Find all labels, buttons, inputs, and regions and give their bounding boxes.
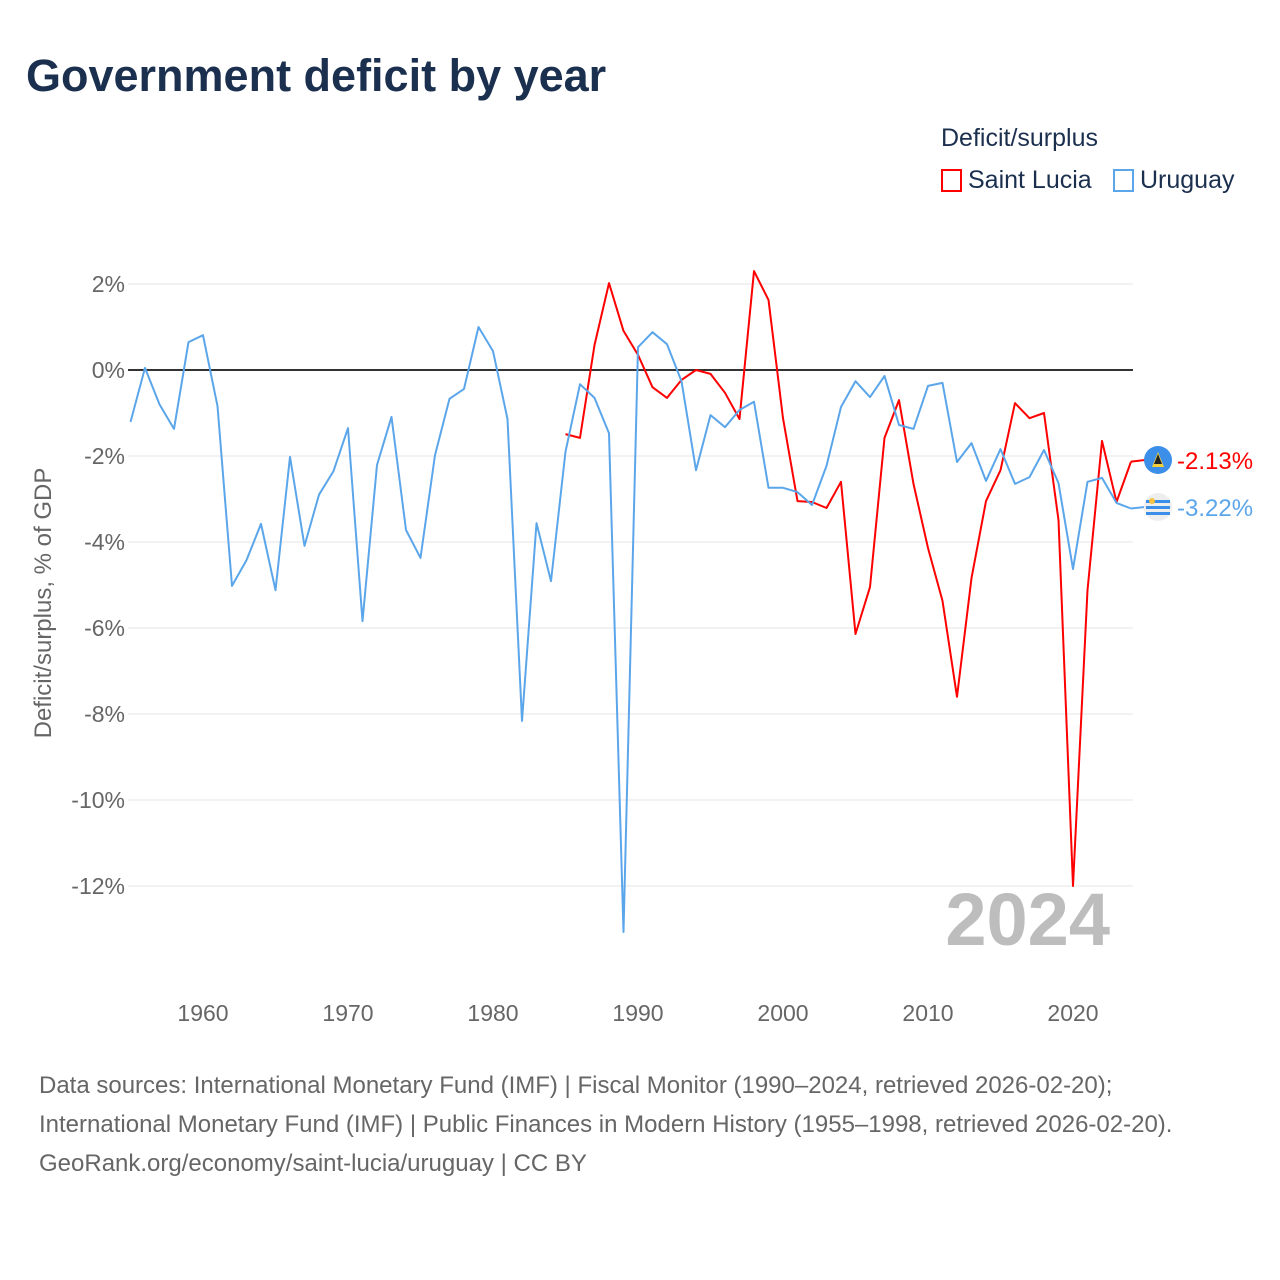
- footer: Data sources: International Monetary Fun…: [39, 1066, 1239, 1183]
- x-tick-label: 2010: [902, 1000, 953, 1026]
- y-tick-label: -4%: [84, 529, 125, 555]
- y-axis-title: Deficit/surplus, % of GDP: [30, 468, 57, 739]
- end-connector: [1130, 506, 1146, 510]
- flag-stripe: [1146, 506, 1170, 509]
- x-tick-label: 2020: [1047, 1000, 1098, 1026]
- flag-sun: [1149, 498, 1155, 504]
- plot-area: 2024 2% 0% -2% -4% -6% -8% -10% -12% 1960 1970 198…: [30, 270, 1253, 1026]
- x-tick-label: 1960: [177, 1000, 228, 1026]
- series-line-saint-lucia: [565, 270, 1132, 887]
- y-tick-label: -12%: [71, 873, 125, 899]
- year-watermark: 2024: [945, 878, 1110, 961]
- data-sources: Data sources: International Monetary Fun…: [39, 1072, 1173, 1138]
- flag-stripe: [1146, 500, 1170, 503]
- x-tick-label: 1970: [322, 1000, 373, 1026]
- y-tick-label: -2%: [84, 443, 125, 469]
- flag-triangle-inner: [1154, 454, 1162, 464]
- legend-swatch-saint-lucia: [941, 169, 962, 192]
- chart-title: Government deficit by year: [26, 50, 607, 101]
- end-connector: [1130, 459, 1146, 463]
- x-tick-label: 1980: [467, 1000, 518, 1026]
- flag-stripe: [1146, 512, 1170, 515]
- y-tick-label: -6%: [84, 615, 125, 641]
- x-tick-label: 1990: [612, 1000, 663, 1026]
- credit-link[interactable]: GeoRank.org/economy/saint-lucia/uruguay …: [39, 1150, 587, 1177]
- legend-swatch-uruguay: [1113, 169, 1134, 192]
- series-line-uruguay: [129, 326, 1132, 933]
- uruguay-flag-icon: [1144, 493, 1172, 521]
- y-tick-label: 2%: [92, 271, 125, 297]
- legend-item-saint-lucia[interactable]: Saint Lucia: [941, 166, 1092, 195]
- legend-title: Deficit/surplus: [941, 124, 1098, 152]
- saint-lucia-flag-icon: [1144, 446, 1172, 474]
- y-tick-label: -8%: [84, 701, 125, 727]
- legend-label: Uruguay: [1140, 166, 1235, 194]
- end-value-label: -3.22%: [1177, 495, 1253, 522]
- y-tick-label: -10%: [71, 787, 125, 813]
- legend-label: Saint Lucia: [968, 166, 1092, 194]
- y-tick-label: 0%: [92, 357, 125, 383]
- end-value-label: -2.13%: [1177, 448, 1253, 475]
- x-tick-label: 2000: [757, 1000, 808, 1026]
- legend-item-uruguay[interactable]: Uruguay: [1113, 166, 1235, 195]
